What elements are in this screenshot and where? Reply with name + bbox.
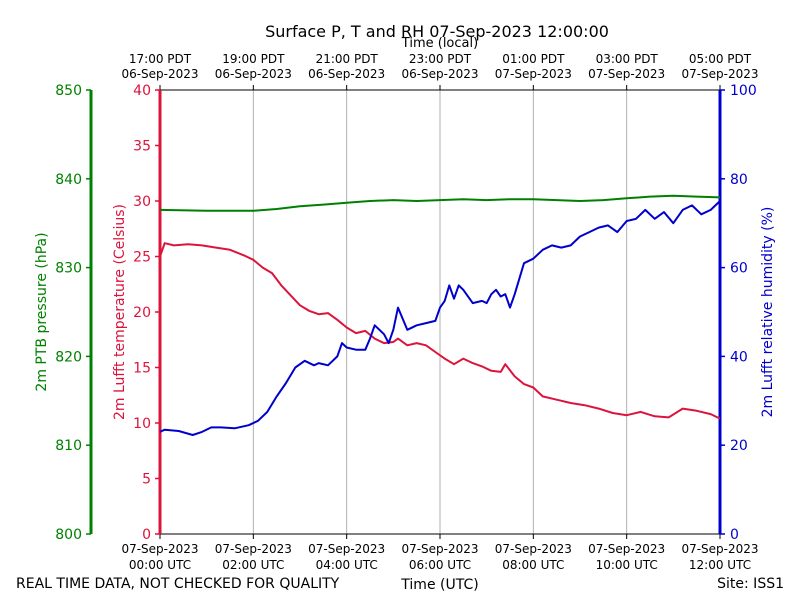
pressure-axis: 800 810 820 830 840 850: [55, 83, 93, 543]
pressure-tick-label: 840: [55, 172, 82, 188]
temperature-tick-label: 40: [133, 83, 151, 99]
bottom-tick-time: 10:00 UTC: [596, 558, 658, 572]
pressure-tick-label: 820: [55, 349, 82, 365]
temperature-tick-label: 0: [142, 527, 151, 543]
bottom-tick-time: 04:00 UTC: [316, 558, 378, 572]
pressure-tick-label: 830: [55, 261, 82, 277]
top-tick-time: 21:00 PDT: [316, 52, 379, 66]
bottom-tick-date: 07-Sep-2023: [495, 542, 572, 556]
temperature-tick-label: 25: [133, 250, 151, 266]
top-tick-time: 17:00 PDT: [129, 52, 192, 66]
bottom-axis: 07-Sep-2023 00:00 UTC 07-Sep-2023 02:00 UTC…: [121, 534, 759, 572]
humidity-axis-label: 2m Lufft relative humidity (%): [760, 207, 776, 418]
pressure-tick-label: 810: [55, 438, 82, 454]
temperature-tick-label: 15: [133, 361, 151, 377]
humidity-series-line: [159, 200, 721, 436]
humidity-tick-label: 60: [730, 261, 748, 277]
bottom-tick-date: 07-Sep-2023: [588, 542, 665, 556]
top-tick-date: 07-Sep-2023: [588, 67, 665, 81]
bottom-tick-time: 12:00 UTC: [689, 558, 751, 572]
humidity-tick-label: 80: [730, 172, 748, 188]
top-tick-date: 06-Sep-2023: [401, 67, 478, 81]
top-tick-date: 06-Sep-2023: [308, 67, 385, 81]
humidity-axis: 0 20 40 60 80 100: [718, 83, 757, 543]
site-label: Site: ISS1: [717, 576, 784, 592]
top-tick-time: 23:00 PDT: [409, 52, 472, 66]
series-lines: [159, 194, 721, 436]
temperature-axis-label: 2m Lufft temperature (Celsius): [112, 204, 128, 420]
temperature-tick-label: 5: [142, 472, 151, 488]
temperature-series-line: [159, 242, 721, 420]
temperature-tick-label: 10: [133, 416, 151, 432]
temperature-axis: 0 5 10 15 20 25 30 35 40: [133, 83, 162, 543]
top-tick-time: 19:00 PDT: [222, 52, 285, 66]
bottom-tick-date: 07-Sep-2023: [215, 542, 292, 556]
top-axis-label: Time (local): [401, 36, 478, 51]
quality-note: REAL TIME DATA, NOT CHECKED FOR QUALITY: [16, 576, 340, 592]
pressure-tick-label: 800: [55, 527, 82, 543]
pressure-tick-label: 850: [55, 83, 82, 99]
top-tick-time: 05:00 PDT: [689, 52, 752, 66]
bottom-tick-time: 02:00 UTC: [222, 558, 284, 572]
humidity-tick-label: 20: [730, 438, 748, 454]
top-tick-time: 03:00 PDT: [596, 52, 659, 66]
bottom-tick-time: 00:00 UTC: [129, 558, 191, 572]
humidity-tick-label: 0: [730, 527, 739, 543]
top-tick-date: 06-Sep-2023: [215, 67, 292, 81]
top-tick-date: 06-Sep-2023: [121, 67, 198, 81]
humidity-tick-label: 40: [730, 349, 748, 365]
bottom-tick-time: 06:00 UTC: [409, 558, 471, 572]
top-tick-time: 01:00 PDT: [502, 52, 565, 66]
pressure-axis-label: 2m PTB pressure (hPa): [34, 232, 50, 391]
temperature-tick-label: 30: [133, 194, 151, 210]
bottom-tick-date: 07-Sep-2023: [681, 542, 758, 556]
chart-title: Surface P, T and RH 07-Sep-2023 12:00:00: [265, 22, 609, 41]
bottom-axis-label: Time (UTC): [400, 577, 478, 593]
grid-lines: [252, 90, 628, 534]
bottom-tick-date: 07-Sep-2023: [121, 542, 198, 556]
temperature-tick-label: 35: [133, 139, 151, 155]
bottom-tick-date: 07-Sep-2023: [401, 542, 478, 556]
bottom-tick-date: 07-Sep-2023: [308, 542, 385, 556]
bottom-tick-time: 08:00 UTC: [502, 558, 564, 572]
pressure-series-line: [159, 194, 721, 212]
top-tick-date: 07-Sep-2023: [681, 67, 758, 81]
top-tick-date: 07-Sep-2023: [495, 67, 572, 81]
humidity-tick-label: 100: [730, 83, 757, 99]
temperature-tick-label: 20: [133, 305, 151, 321]
